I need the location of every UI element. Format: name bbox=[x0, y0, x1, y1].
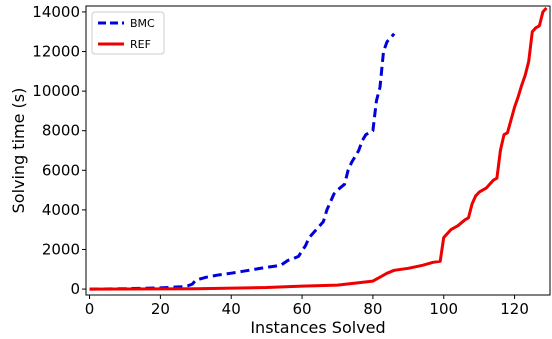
plot-frame bbox=[85, 5, 551, 296]
y-tick-label: 12000 bbox=[32, 43, 80, 61]
x-tick-label: 0 bbox=[85, 300, 95, 318]
x-tick-label: 80 bbox=[363, 300, 382, 318]
x-tick-label: 100 bbox=[429, 300, 458, 318]
series-line-ref bbox=[89, 6, 548, 291]
x-tick-label: 20 bbox=[151, 300, 170, 318]
x-axis-label: Instances Solved bbox=[250, 318, 385, 337]
y-tick-label: 10000 bbox=[32, 82, 80, 100]
y-tick-label: 4000 bbox=[42, 201, 80, 219]
legend-label-ref: REF bbox=[130, 38, 151, 51]
y-tick-label: 6000 bbox=[42, 161, 80, 179]
y-tick-label: 8000 bbox=[42, 122, 80, 140]
x-tick-label: 60 bbox=[293, 300, 312, 318]
x-tick-label: 120 bbox=[500, 300, 529, 318]
legend: BMC REF bbox=[91, 11, 165, 55]
series-line-bmc bbox=[89, 32, 396, 291]
axes: 0 20 40 60 80 100 120 0 2000 4000 6000 8000 10000 120… bbox=[9, 3, 551, 337]
plot-area bbox=[89, 6, 548, 291]
x-tick-label: 40 bbox=[222, 300, 241, 318]
y-axis-label: Solving time (s) bbox=[9, 88, 28, 214]
y-tick-label: 2000 bbox=[42, 240, 80, 258]
y-tick-label: 14000 bbox=[32, 3, 80, 21]
legend-label-bmc: BMC bbox=[130, 17, 155, 30]
y-tick-label: 0 bbox=[70, 280, 80, 298]
